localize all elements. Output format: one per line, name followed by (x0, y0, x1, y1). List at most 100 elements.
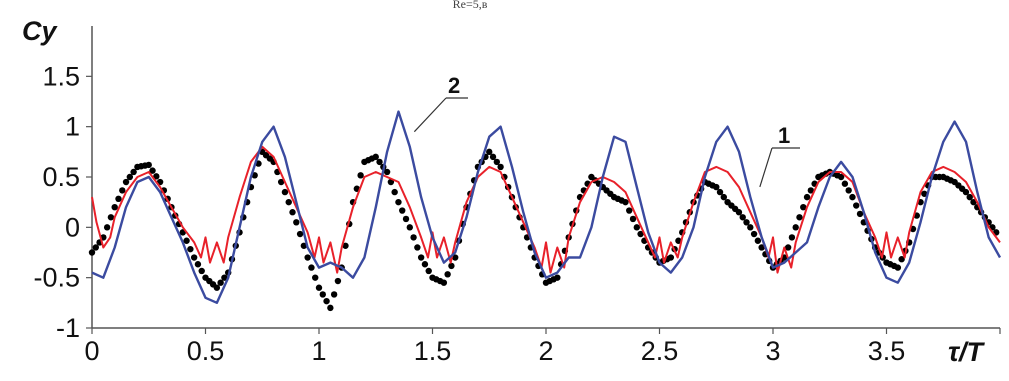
x-tick-label: 2 (538, 336, 553, 366)
data-point (115, 195, 122, 203)
data-point (966, 193, 973, 201)
data-point (444, 271, 451, 278)
data-point (289, 209, 296, 216)
data-point (489, 153, 497, 161)
data-point (970, 198, 977, 206)
data-point (554, 274, 561, 281)
data-point (845, 187, 852, 194)
data-point (626, 207, 633, 214)
data-point (716, 188, 724, 196)
data-point (629, 215, 637, 223)
annotation-1-leader (759, 147, 773, 188)
x-tick-label: 3 (765, 336, 780, 366)
data-point (190, 254, 198, 261)
annotation-1-label: 1 (778, 123, 790, 148)
data-point (856, 210, 864, 218)
data-point (784, 244, 792, 251)
y-tick-label: 1.5 (42, 61, 80, 91)
data-point (198, 267, 205, 275)
data-point (194, 261, 202, 268)
data-point (414, 244, 421, 251)
data-point (145, 161, 152, 169)
data-point (334, 277, 342, 285)
data-point (837, 173, 845, 181)
x-tick-label: 0 (84, 336, 99, 366)
data-point (293, 219, 300, 226)
data-point (743, 219, 750, 226)
data-point (853, 202, 860, 209)
data-point (962, 188, 970, 196)
y-tick-label: 1 (65, 112, 80, 142)
x-axis-label: τ/T (948, 337, 986, 367)
x-tick-label: 1.5 (414, 336, 452, 366)
data-point (153, 173, 160, 180)
data-point (421, 261, 429, 268)
data-point (103, 224, 111, 231)
data-point (342, 242, 349, 249)
y-tick-label: 0.5 (42, 162, 80, 192)
data-point (149, 167, 156, 174)
data-point (319, 291, 326, 298)
data-point (750, 230, 758, 238)
data-point (383, 168, 391, 176)
data-point (183, 237, 190, 244)
data-point (300, 242, 308, 249)
annotation-2-label: 2 (448, 73, 460, 98)
data-point (327, 304, 334, 312)
data-point (849, 193, 856, 201)
data-point (633, 224, 640, 231)
data-point (277, 178, 285, 186)
x-tick-label: 2.5 (641, 336, 679, 366)
data-point (130, 168, 137, 176)
x-tick-label: 0.5 (187, 336, 225, 366)
data-point (739, 214, 746, 221)
data-point (399, 207, 406, 214)
data-point (803, 193, 811, 201)
data-point (308, 264, 315, 271)
data-point (296, 230, 304, 238)
data-point (330, 291, 338, 298)
chart-title-fragment: Re=5,в (453, 0, 488, 11)
data-point (425, 267, 432, 275)
data-point (391, 188, 398, 196)
data-point (357, 172, 364, 179)
data-point (497, 163, 504, 171)
series-layer (88, 110, 1002, 312)
data-point (285, 198, 292, 206)
data-point (675, 237, 682, 244)
data-point (898, 256, 905, 263)
data-point (312, 274, 319, 281)
data-point (122, 178, 130, 186)
data-point (217, 279, 224, 286)
data-point (637, 230, 644, 238)
data-point (440, 279, 448, 286)
data-point (111, 204, 118, 211)
data-point (92, 244, 99, 251)
data-point (323, 297, 330, 305)
data-point (107, 214, 115, 221)
data-point (486, 148, 493, 156)
data-point (119, 187, 126, 194)
data-point (713, 183, 720, 191)
series-line-1 (91, 145, 1001, 274)
data-point (372, 153, 379, 161)
data-point (921, 190, 928, 197)
y-tick-label: -1 (56, 313, 80, 343)
x-tick-label: 3.5 (868, 336, 906, 366)
data-point (221, 274, 228, 281)
data-point (376, 158, 383, 166)
data-point (410, 234, 417, 241)
y-tick-label: -0.5 (33, 263, 80, 293)
data-point (406, 224, 413, 231)
data-point (667, 254, 675, 261)
annotation-2-leader (413, 97, 447, 133)
y-axis-label: Cy (22, 16, 58, 46)
data-point (800, 204, 807, 211)
x-tick-label: 1 (311, 336, 326, 366)
data-point (213, 284, 221, 291)
data-point (747, 224, 754, 231)
data-point (788, 234, 796, 241)
data-point (417, 254, 425, 261)
data-point (796, 214, 803, 221)
